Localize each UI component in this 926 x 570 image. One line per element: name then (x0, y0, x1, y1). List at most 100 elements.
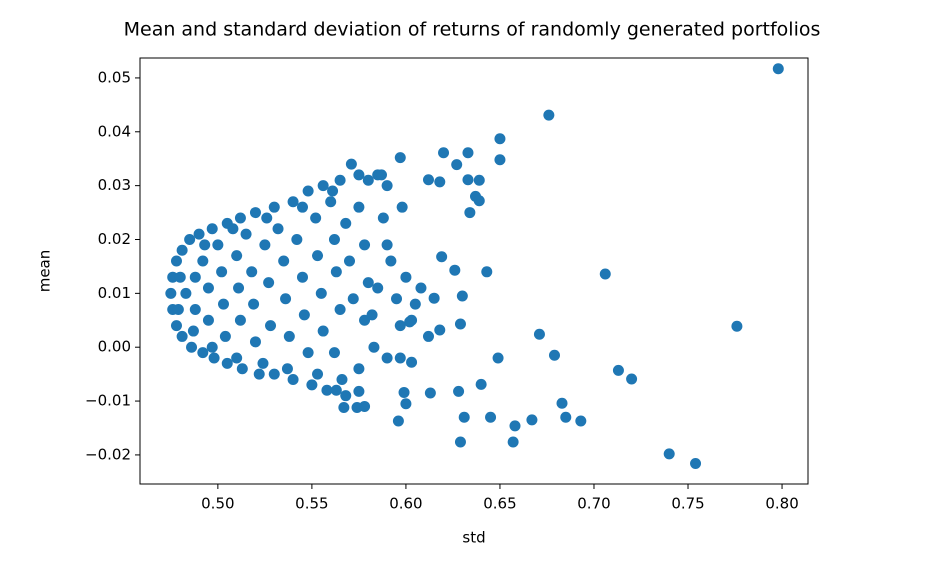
point (312, 250, 324, 262)
point (663, 448, 675, 460)
point (298, 309, 310, 321)
y-tick-label: 0.05 (98, 68, 131, 86)
point (184, 233, 196, 245)
point (167, 271, 179, 283)
point (392, 415, 404, 427)
point (283, 330, 295, 342)
point (375, 169, 387, 181)
point (272, 223, 284, 235)
y-tick-label: 0.00 (98, 338, 131, 356)
point (199, 239, 211, 251)
point (176, 244, 188, 256)
point (406, 314, 418, 326)
point (473, 174, 485, 186)
point (507, 436, 519, 448)
point (396, 201, 408, 213)
point (259, 239, 271, 251)
point (494, 154, 506, 166)
point (170, 255, 182, 267)
point (366, 309, 378, 321)
point (189, 304, 201, 316)
point (268, 201, 280, 213)
point (434, 324, 446, 336)
point (454, 436, 466, 448)
point (334, 174, 346, 186)
point (454, 318, 466, 330)
point (560, 411, 572, 423)
point (315, 287, 327, 299)
point (206, 223, 218, 235)
point (327, 185, 339, 197)
point (249, 336, 261, 348)
point (377, 212, 389, 224)
point (464, 207, 476, 219)
point (458, 411, 470, 423)
point (328, 233, 340, 245)
point (398, 386, 410, 398)
point (186, 341, 198, 353)
point (394, 352, 406, 364)
point (340, 390, 352, 402)
point (422, 174, 434, 186)
point (172, 304, 184, 316)
y-tick-label: 0.01 (98, 284, 131, 302)
point (233, 282, 245, 294)
point (353, 363, 365, 375)
point (296, 201, 308, 213)
point (249, 207, 261, 219)
point (317, 325, 329, 337)
point (180, 287, 192, 299)
point (353, 201, 365, 213)
x-tick-label: 0.75 (671, 495, 704, 513)
point (362, 174, 374, 186)
point (449, 264, 461, 276)
point (321, 384, 333, 396)
point (772, 63, 784, 75)
point (310, 212, 322, 224)
point (409, 298, 421, 310)
point (328, 347, 340, 359)
point (422, 330, 434, 342)
point (221, 357, 233, 369)
point (359, 239, 371, 251)
y-tick-label: 0.03 (98, 176, 131, 194)
point (526, 414, 538, 426)
x-tick-label: 0.50 (201, 495, 234, 513)
point (368, 341, 380, 353)
point (218, 298, 229, 310)
point (453, 385, 465, 397)
x-axis-label: std (462, 529, 485, 547)
point (451, 159, 463, 171)
point (492, 352, 504, 364)
point (330, 266, 342, 278)
point (325, 196, 337, 208)
point (548, 349, 560, 361)
point (731, 320, 743, 332)
point (257, 357, 269, 369)
point (533, 328, 545, 340)
point (509, 420, 521, 432)
point (234, 314, 246, 326)
point (176, 330, 188, 342)
chart-title: Mean and standard deviation of returns o… (124, 19, 821, 41)
y-axis-label: mean (36, 250, 54, 293)
point (385, 255, 397, 267)
point (424, 387, 436, 399)
point (345, 158, 357, 170)
point (236, 363, 248, 375)
point (189, 271, 201, 283)
point (227, 223, 239, 235)
point (436, 251, 448, 263)
point (208, 352, 220, 364)
point (434, 176, 446, 188)
point (216, 266, 228, 278)
point (263, 277, 275, 289)
y-tick-label: 0.02 (98, 230, 131, 248)
point (248, 298, 260, 310)
point (193, 228, 205, 240)
point (391, 293, 403, 305)
x-tick-label: 0.55 (295, 495, 328, 513)
point (428, 292, 440, 304)
point (556, 397, 568, 409)
